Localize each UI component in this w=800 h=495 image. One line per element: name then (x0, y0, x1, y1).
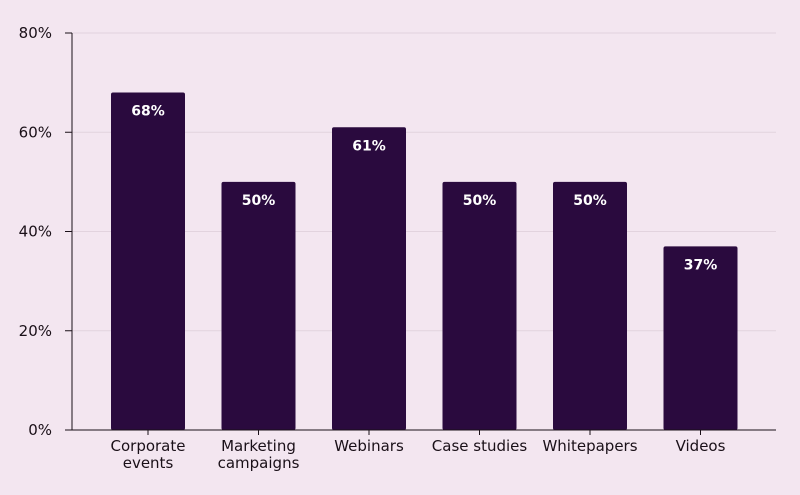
bar (332, 127, 406, 430)
y-tick-labels: 0% 20% 40% 60% 80% (19, 24, 72, 439)
y-tick-label: 20% (19, 322, 52, 340)
y-tick-label: 60% (19, 123, 52, 141)
y-tick-label: 80% (19, 24, 52, 42)
data-label: 61% (352, 138, 386, 154)
x-category-label-line: Marketing (221, 437, 296, 455)
x-category-label-line: Videos (676, 437, 726, 455)
data-label: 50% (242, 193, 276, 209)
data-label: 50% (463, 193, 497, 209)
y-tick-label: 40% (19, 223, 52, 241)
data-label: 50% (573, 193, 607, 209)
x-category-label-line: Webinars (334, 437, 404, 455)
data-label: 37% (684, 257, 718, 273)
x-category-label-line: Case studies (432, 437, 528, 455)
x-category-label-line: campaigns (218, 454, 300, 472)
bars (111, 92, 738, 431)
bar (553, 181, 627, 430)
x-category-label-line: events (123, 454, 174, 472)
bar (111, 92, 185, 431)
x-category-label: Case studies (432, 437, 528, 455)
x-category-label-line: Corporate (111, 437, 186, 455)
data-label: 68% (131, 104, 165, 120)
y-tick-label: 0% (28, 421, 52, 439)
gridlines (72, 32, 776, 332)
x-category-label: Whitepapers (542, 437, 637, 455)
data-labels: 68% 50% 61% 50% 50% 37% (131, 104, 717, 274)
x-category-label: Webinars (334, 437, 404, 455)
x-category-label: Videos (676, 437, 726, 455)
x-category-label-line: Whitepapers (542, 437, 637, 455)
bar (221, 181, 296, 430)
bar (663, 246, 738, 430)
bar (442, 181, 517, 430)
